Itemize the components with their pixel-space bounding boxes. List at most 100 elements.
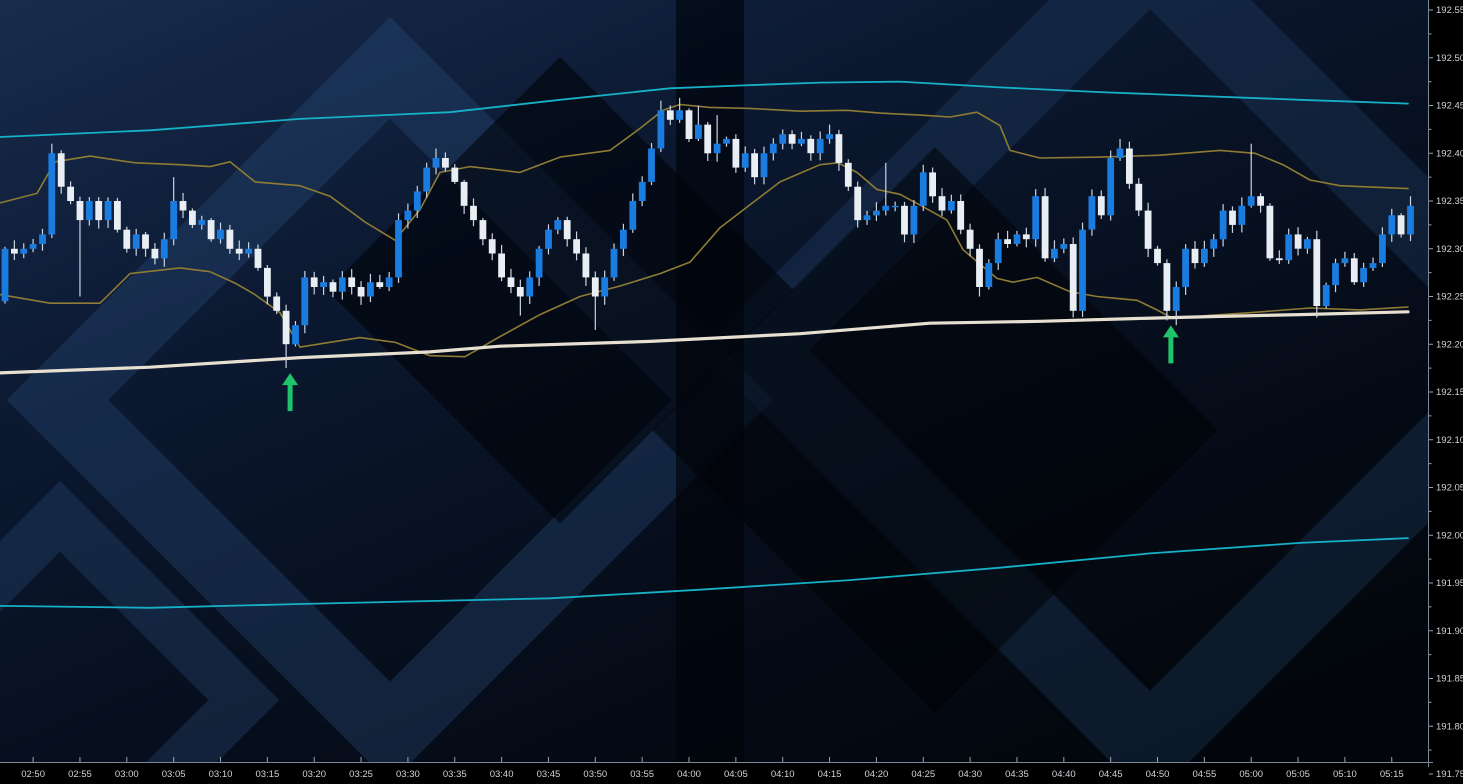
candle — [207, 218, 215, 242]
candle — [348, 269, 356, 295]
candle-body-down — [938, 196, 946, 211]
candle-body-down — [1069, 244, 1077, 311]
candle — [1182, 244, 1189, 295]
time-tick-label: 04:05 — [724, 769, 748, 780]
candle — [1257, 193, 1264, 213]
candle — [1379, 227, 1386, 268]
candle — [179, 192, 187, 218]
candle — [835, 129, 843, 171]
candle — [919, 164, 927, 211]
price-axis[interactable] — [1428, 0, 1463, 784]
candle — [376, 274, 384, 289]
candle — [48, 143, 56, 239]
candle — [516, 279, 524, 316]
candle-body-down — [470, 205, 477, 221]
candle-body-up — [1285, 234, 1293, 261]
candle — [591, 271, 599, 330]
candle — [844, 159, 852, 192]
candle — [385, 272, 393, 292]
candle — [67, 181, 74, 205]
price-tick-labels: 192.55'0 192.50'0 192.45'0 192.40'0 192.35'0… — [1429, 5, 1463, 780]
candle-body-up — [919, 172, 927, 206]
candle-body-down — [479, 220, 487, 240]
candle-body-down — [751, 153, 758, 178]
candle — [114, 197, 121, 233]
candle — [788, 130, 796, 150]
time-tick-label: 03:20 — [302, 769, 326, 780]
candle — [554, 217, 562, 235]
candle-body-down — [151, 248, 159, 259]
candle — [488, 233, 496, 261]
candle-body-down — [57, 153, 65, 187]
candle — [95, 197, 103, 229]
candle — [1154, 245, 1161, 266]
candle — [1163, 259, 1171, 321]
candle-body-down — [1294, 234, 1302, 249]
candle — [301, 270, 309, 334]
candle-body-down — [901, 205, 908, 235]
candle-body-down — [123, 229, 131, 249]
candle-body-up — [816, 138, 824, 154]
candle — [1135, 178, 1143, 217]
candle-body-up — [1013, 234, 1021, 244]
time-axis[interactable] — [0, 762, 1463, 784]
time-tick-label: 03:40 — [490, 769, 514, 780]
candle — [1210, 233, 1218, 257]
candle-body-up — [1407, 205, 1414, 235]
candle-body-down — [1397, 215, 1405, 235]
candle-body-down — [732, 138, 740, 168]
candle-body-up — [994, 239, 1002, 264]
candle — [357, 281, 365, 305]
candle — [320, 275, 327, 296]
candle-body-up — [1182, 248, 1189, 287]
time-tick-label: 04:25 — [911, 769, 935, 780]
price-tick-label: 192.50'0 — [1436, 53, 1463, 64]
candle-body-down — [460, 181, 468, 206]
time-tick-label: 02:55 — [68, 769, 92, 780]
candle-body-down — [207, 220, 215, 240]
candle — [198, 215, 206, 230]
candle-body-down — [788, 134, 796, 144]
candle — [545, 224, 552, 255]
candle-body-up — [826, 134, 833, 139]
candle — [582, 247, 590, 286]
candle-body-up — [1079, 229, 1086, 311]
candle — [938, 188, 946, 217]
candle — [310, 271, 318, 295]
candle-body-up — [1388, 215, 1396, 235]
candle-body-up — [395, 220, 402, 278]
candle — [873, 202, 880, 221]
candle — [1144, 202, 1152, 258]
candle-body-up — [601, 277, 609, 297]
candle — [1069, 237, 1077, 318]
candle — [985, 259, 993, 290]
candle-body-up — [545, 229, 552, 249]
price-tick-label: 191.90'0 — [1436, 626, 1463, 637]
candle-body-up — [104, 201, 112, 221]
time-tick-label: 04:15 — [818, 769, 842, 780]
candle-body-down — [76, 201, 84, 221]
candle — [891, 201, 899, 212]
candle-body-up — [1379, 234, 1386, 264]
candle-body-up — [863, 215, 871, 221]
candle-body-up — [769, 143, 777, 154]
candle — [1126, 141, 1133, 189]
candle — [882, 162, 890, 216]
time-tick-label: 04:30 — [958, 769, 982, 780]
candle — [39, 228, 46, 251]
candle — [1201, 240, 1208, 267]
time-tick-label: 05:05 — [1286, 769, 1310, 780]
candle-body-down — [451, 167, 459, 182]
candle — [816, 131, 824, 161]
candle-body-down — [704, 124, 712, 154]
candle-body-up — [1369, 263, 1377, 268]
candle — [329, 279, 337, 298]
candle-body-down — [1126, 148, 1133, 184]
candle — [1013, 230, 1021, 247]
candle-body-up — [1341, 258, 1349, 264]
price-tick-label: 191.95'0 — [1436, 578, 1463, 589]
candle-body-up — [1088, 196, 1096, 230]
baseline-average-line — [0, 310, 1410, 375]
candle — [76, 196, 84, 297]
candle — [994, 232, 1002, 270]
